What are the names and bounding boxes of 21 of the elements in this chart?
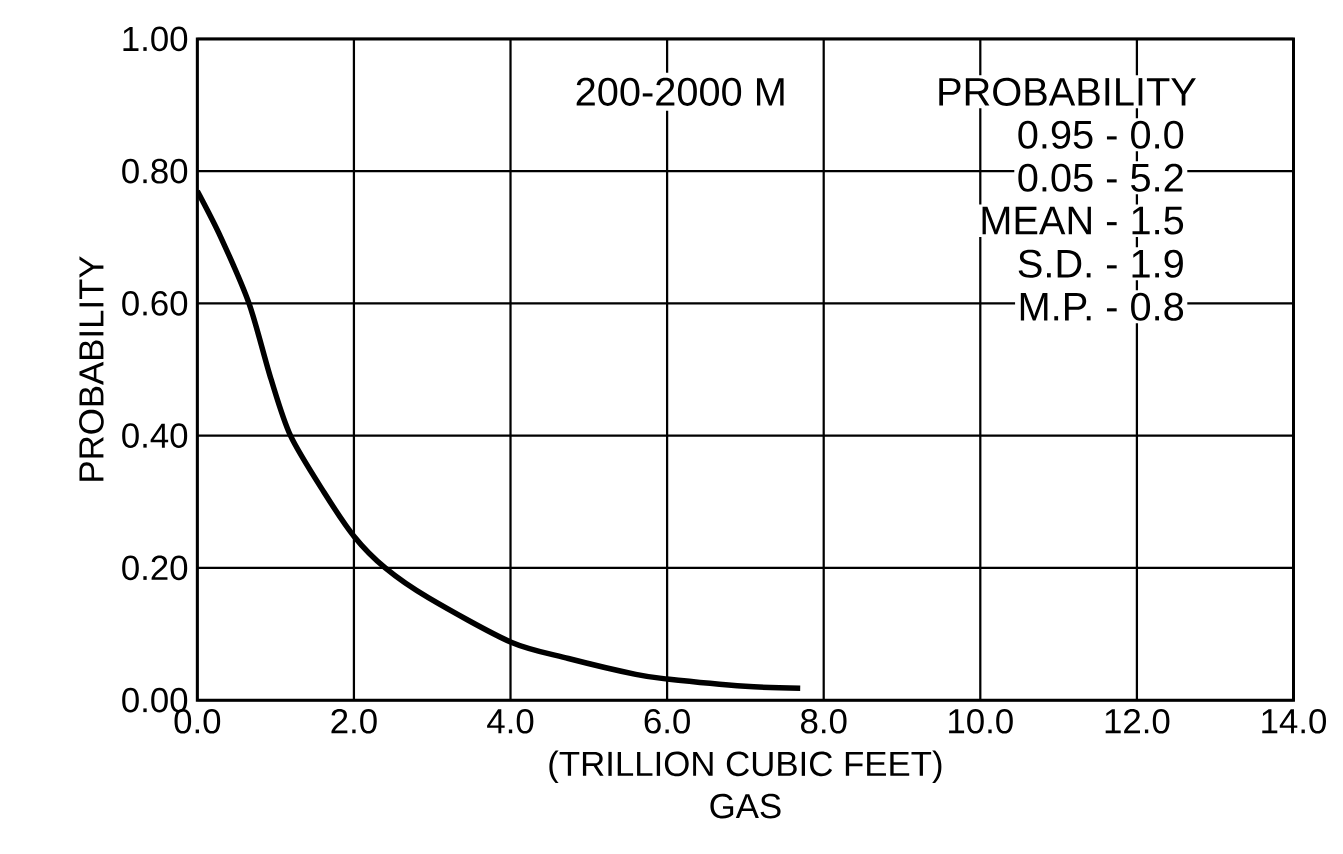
annotation: 0.05 - 5.2 — [1018, 163, 1183, 192]
y-tick-label: 0.60 — [122, 290, 188, 316]
annotation: MEAN - 1.5 — [982, 206, 1184, 235]
x-axis-title: (TRILLION CUBIC FEET) GAS — [549, 750, 942, 819]
annotation: S.D. - 1.9 — [1018, 249, 1183, 278]
x-tick-label: 2.0 — [331, 708, 377, 734]
y-tick-label: 0.80 — [122, 158, 188, 184]
annotation: 200-2000 M — [576, 77, 784, 106]
x-tick-label: 14.0 — [1262, 708, 1327, 734]
y-axis-title: PROBABILITY — [79, 256, 104, 481]
annotation: PROBABILITY — [939, 77, 1196, 106]
annotation: 0.95 - 0.0 — [1018, 120, 1184, 149]
x-tick-label: 10.0 — [949, 708, 1013, 734]
y-tick-label: 0.20 — [122, 555, 188, 581]
x-tick-label: 4.0 — [487, 708, 534, 734]
x-tick-label: 6.0 — [644, 708, 690, 734]
x-tick-label: 8.0 — [801, 708, 847, 734]
annotation: M.P. - 0.8 — [1020, 292, 1184, 321]
y-tick-label: 0.40 — [122, 423, 188, 448]
y-tick-label: 1.00 — [123, 26, 188, 52]
x-tick-label: 12.0 — [1105, 708, 1170, 734]
